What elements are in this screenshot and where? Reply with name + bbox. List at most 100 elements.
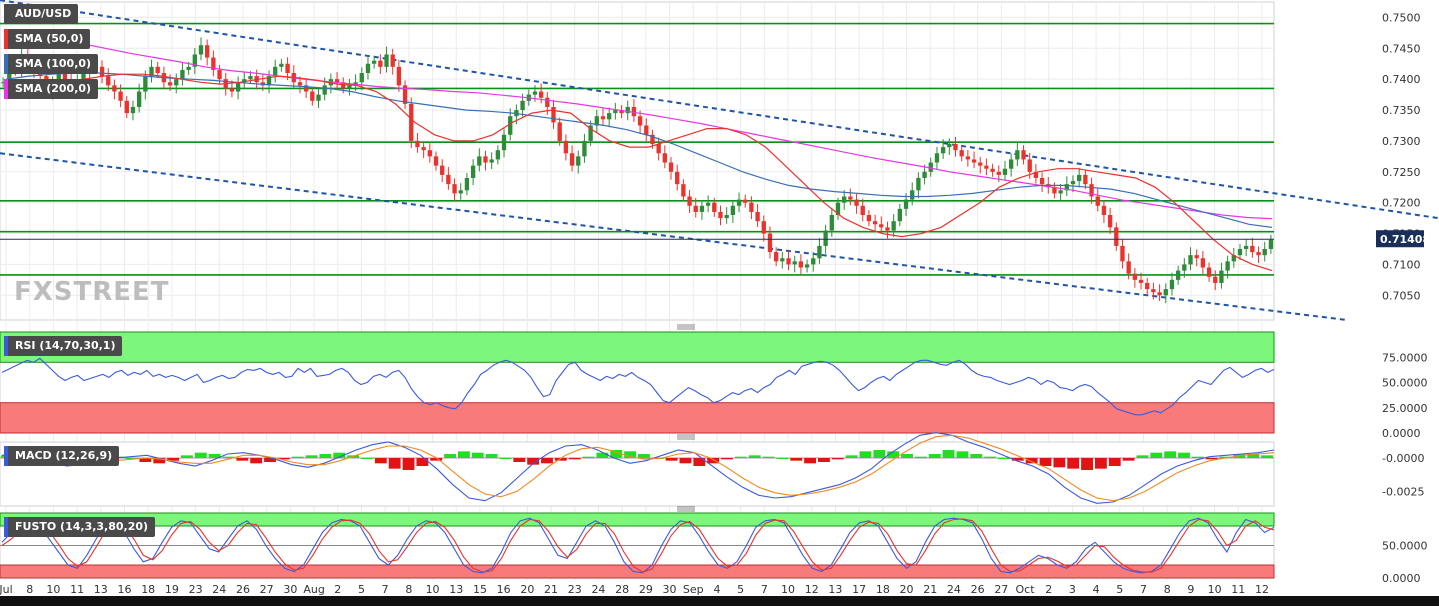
macd-histogram-bar: [1011, 458, 1024, 461]
candle-body: [780, 258, 785, 262]
fusto-tick-label: 0.0000: [1382, 572, 1421, 585]
candle-body: [371, 60, 377, 64]
x-tick-label: 27: [260, 583, 274, 596]
candle-body: [341, 82, 346, 89]
x-tick-label: 17: [852, 583, 866, 596]
macd-histogram-bar: [762, 456, 775, 458]
candle-body: [1163, 289, 1168, 296]
candle-body: [860, 205, 865, 216]
candle-body: [854, 199, 859, 206]
fusto-tag[interactable]: FUSTO (14,3,3,80,20): [4, 517, 156, 537]
macd-histogram-bar: [264, 458, 276, 462]
bottom-bar: [0, 596, 1439, 606]
x-tick-label: 30: [663, 583, 677, 596]
x-tick-label: 29: [639, 583, 653, 596]
candle-body: [396, 66, 402, 86]
candle-body: [1237, 248, 1243, 256]
fusto-k-line: [1, 517, 1275, 574]
candle-body: [1039, 177, 1045, 185]
x-tick-label: 4: [713, 583, 720, 596]
candle-body: [1002, 168, 1008, 175]
rsi-tag[interactable]: RSI (14,70,30,1): [4, 336, 123, 356]
macd-histogram-bar: [887, 451, 900, 458]
candle-body: [211, 57, 216, 70]
candle-body: [217, 69, 222, 80]
x-tick-label: 2: [1045, 583, 1052, 596]
x-tick-label: 18: [141, 583, 155, 596]
candle-body: [879, 224, 884, 228]
candle-body: [767, 233, 773, 253]
macd-histogram-bar: [388, 458, 401, 469]
candle-body: [248, 76, 253, 80]
candle-body: [477, 156, 482, 166]
macd-histogram-bar: [748, 455, 761, 458]
candle-body: [56, 73, 61, 83]
candle-body: [773, 252, 779, 262]
candle-body: [1188, 255, 1193, 265]
candle-body: [928, 162, 933, 172]
candle-body: [724, 215, 729, 219]
x-tick-label: 23: [189, 583, 203, 596]
candle-body: [563, 140, 569, 154]
candle-body: [730, 205, 736, 216]
macd-histogram-bar: [1150, 452, 1163, 458]
macd-histogram-bar: [457, 451, 470, 458]
y-tick-label: 0.7200: [1382, 197, 1421, 210]
candle-body: [489, 159, 494, 163]
candle-body: [303, 85, 309, 92]
candle-body: [743, 199, 748, 203]
candle-body: [99, 66, 105, 77]
x-tick-label: 11: [1231, 583, 1245, 596]
candle-body: [953, 144, 958, 151]
candle-body: [582, 140, 587, 157]
candle-body: [7, 66, 12, 83]
sma200-tag[interactable]: SMA (200,0): [4, 79, 99, 99]
candle-body: [1083, 174, 1088, 185]
candle-body: [1219, 270, 1224, 283]
x-tick-label: 5: [737, 583, 744, 596]
macd-histogram-bar: [624, 451, 636, 458]
candle-body: [186, 66, 191, 70]
candle-body: [81, 73, 86, 83]
candle-body: [167, 82, 173, 86]
macd-histogram-bar: [444, 454, 456, 458]
candle-body: [62, 73, 68, 80]
candle-body: [106, 76, 111, 86]
macd-histogram-bar: [333, 452, 346, 458]
macd-histogram-bar: [319, 454, 332, 458]
candle-body: [761, 221, 766, 234]
x-tick-label: 8: [405, 583, 412, 596]
candle-body: [786, 258, 791, 265]
candle-body: [699, 205, 705, 212]
candle-body: [446, 174, 451, 185]
macd-histogram-bar: [222, 456, 235, 458]
candle-body: [576, 156, 581, 166]
x-tick-label: 24: [947, 583, 961, 596]
macd-histogram-bar: [679, 458, 692, 464]
sma100-tag[interactable]: SMA (100,0): [4, 54, 99, 74]
sma50-tag[interactable]: SMA (50,0): [4, 29, 91, 49]
candle-body: [229, 88, 235, 92]
macd-signal-line: [1, 434, 1275, 502]
candle-body: [607, 113, 612, 120]
macd-histogram-bar: [361, 458, 373, 459]
candle-body: [1145, 282, 1150, 290]
candle-body: [1268, 239, 1274, 249]
candle-body: [811, 258, 816, 265]
macd-tag[interactable]: MACD (12,26,9): [4, 446, 120, 466]
rsi-overbought-zone: [0, 331, 1275, 363]
candle-body: [365, 63, 371, 74]
candle-body: [483, 156, 488, 163]
sma200-label: SMA (200,0): [15, 82, 92, 95]
x-tick-label: 7: [382, 583, 389, 596]
candle-body: [804, 264, 810, 268]
fusto-tick-label: 50.0000: [1382, 540, 1428, 553]
candle-body: [736, 199, 742, 206]
candle-body: [279, 63, 284, 67]
x-tick-label: 2: [334, 583, 341, 596]
candle-body: [378, 60, 383, 67]
macd-histogram-bar: [194, 452, 207, 458]
symbol-tag[interactable]: AUD/USD: [4, 4, 79, 24]
macd-histogram-bar: [167, 458, 180, 461]
candle-body: [1126, 261, 1131, 274]
